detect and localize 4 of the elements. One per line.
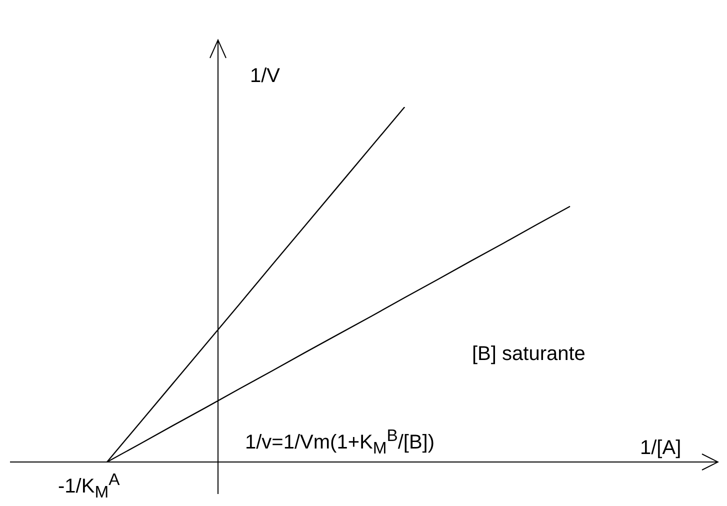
annotation: 1/v=1/Vm(1+K$_{M}$$^{B}$/[B]) (245, 425, 435, 460)
text: [B] saturante (472, 342, 586, 366)
x-axis-title: 1/[A] (640, 436, 682, 460)
y-axis-title: 1/V (250, 64, 280, 88)
